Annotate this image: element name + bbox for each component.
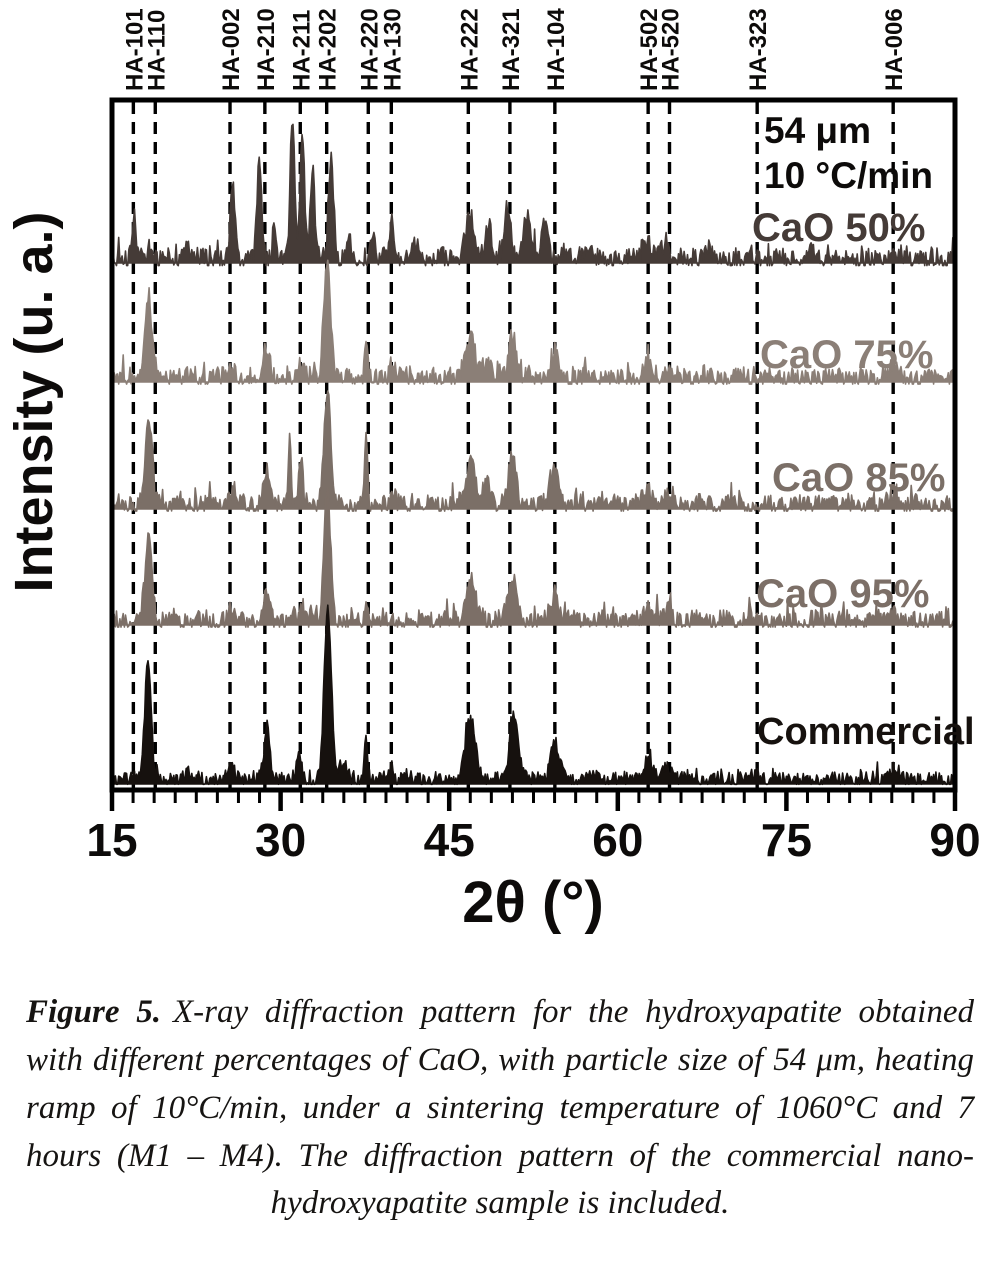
trace-label-commercial: Commercial xyxy=(757,711,975,753)
peak-label-ha-006: HA-006 xyxy=(881,8,908,91)
x-axis-title: 2θ (°) xyxy=(462,870,604,935)
plot-border xyxy=(109,97,958,793)
trace-cao-95 xyxy=(111,486,956,628)
trace-labels: CaO 50% CaO 75% CaO 85% CaO 95% Commercial xyxy=(752,206,975,753)
trace-label-cao-95: CaO 95% xyxy=(756,572,929,616)
peak-label-ha-502: HA-502 xyxy=(636,8,663,91)
peak-label-ha-002: HA-002 xyxy=(218,8,245,91)
x-tick-label-60: 60 xyxy=(592,814,643,866)
peak-label-ha-210: HA-210 xyxy=(253,8,280,91)
figure-caption-label: Figure 5. xyxy=(26,994,161,1030)
x-tick-label-15: 15 xyxy=(86,814,137,866)
figure-caption-text: X-ray diffraction pattern for the hydrox… xyxy=(26,994,974,1222)
trace-cao-75 xyxy=(111,259,956,385)
annotation-heating-rate: 10 °C/min xyxy=(764,155,933,196)
trace-commercial xyxy=(111,604,956,786)
peak-label-ha-222: HA-222 xyxy=(456,8,483,91)
x-tick-label-75: 75 xyxy=(761,814,812,866)
trace-label-cao-85: CaO 85% xyxy=(772,456,945,500)
x-tick-label-30: 30 xyxy=(255,814,306,866)
peak-label-ha-321: HA-321 xyxy=(498,8,525,91)
annotation-particle-size: 54 μm xyxy=(764,110,871,151)
x-tick-label-90: 90 xyxy=(929,814,980,866)
peak-reference-lines xyxy=(131,102,895,788)
peak-label-ha-130: HA-130 xyxy=(379,8,406,91)
trace-label-cao-75: CaO 75% xyxy=(760,333,933,377)
peak-label-ha-323: HA-323 xyxy=(745,8,772,91)
peak-label-ha-101: HA-101 xyxy=(121,8,148,91)
peak-label-ha-104: HA-104 xyxy=(543,8,570,91)
trace-cao-50 xyxy=(111,123,956,267)
y-axis-title: Intensity (u. a.) xyxy=(4,211,64,592)
peak-label-ha-520: HA-520 xyxy=(658,8,685,91)
x-tick-label-45: 45 xyxy=(424,814,475,866)
peak-label-ha-110: HA-110 xyxy=(143,10,170,91)
figure-caption: Figure 5. X-ray diffraction pattern for t… xyxy=(26,989,974,1228)
trace-cao-85 xyxy=(111,390,956,512)
peak-label-ha-202: HA-202 xyxy=(315,8,342,91)
diffraction-traces xyxy=(111,123,956,786)
x-axis: 15 30 45 60 75 90 xyxy=(86,790,981,866)
plot-frame xyxy=(109,97,958,793)
peak-label-ha-211: HA-211 xyxy=(288,10,315,91)
trace-label-cao-50: CaO 50% xyxy=(752,206,925,250)
peak-label-ha-220: HA-220 xyxy=(356,8,383,91)
